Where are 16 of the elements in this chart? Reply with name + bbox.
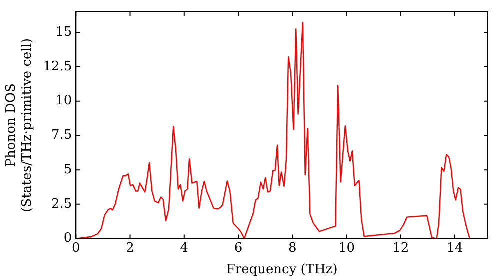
x-tick-label: 2 (126, 240, 134, 256)
y-tick-label: 0 (64, 231, 72, 246)
y-tick-label: 7.5 (51, 128, 72, 144)
y-tick-label: 12.5 (43, 59, 72, 74)
x-tick-label: 6 (234, 240, 243, 256)
y-axis-title: Phonon DOS (States/THz·primitive cell) (4, 38, 35, 212)
x-tick-label: 8 (288, 240, 297, 256)
y-tick-label: 10 (56, 94, 72, 109)
x-axis-title: Frequency (THz) (226, 262, 338, 278)
y-tick-label: 5 (64, 162, 72, 178)
y-tick-label: 15 (56, 24, 72, 40)
x-tick-label: 10 (338, 240, 356, 256)
x-tick-label: 4 (180, 240, 189, 256)
x-tick-label: 12 (392, 240, 410, 256)
y-tick-label: 2.5 (51, 196, 72, 212)
x-tick-label: 14 (446, 240, 464, 256)
